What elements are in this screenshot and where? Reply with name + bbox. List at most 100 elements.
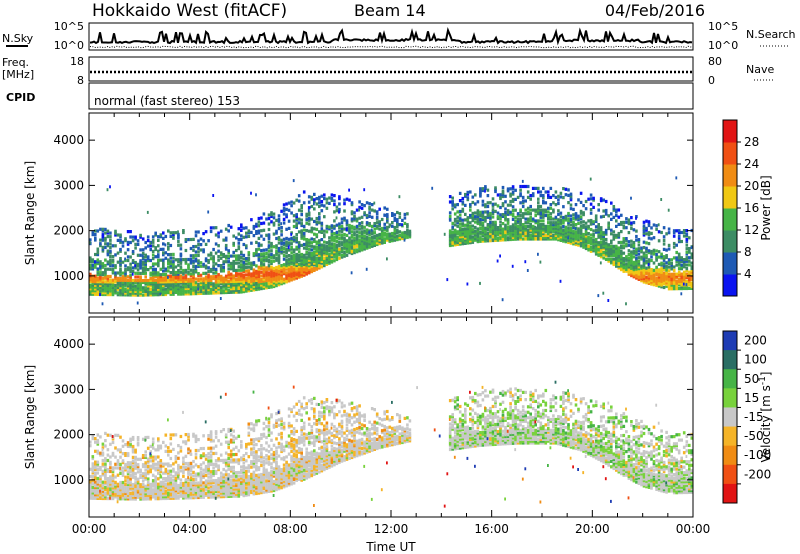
power-cell [287,208,291,212]
power-cell [627,222,631,226]
power-scatter-cell [682,282,685,286]
power-cell [146,239,150,243]
power-cell [224,247,228,251]
power-cell [292,268,296,272]
velocity-cell [134,497,137,501]
power-cell [285,262,288,266]
power-cell [164,267,168,271]
power-cell [539,237,543,241]
power-cell [212,284,215,288]
power-cell [124,264,127,268]
power-cell [662,267,666,271]
power-cell [310,228,314,232]
power-cell [652,272,656,276]
power-cell [647,220,651,224]
velocity-cell [139,495,142,499]
power-cell [255,249,258,254]
power-cell [677,270,681,274]
power-cell [320,200,324,204]
power-cell [131,250,135,254]
power-cell [484,215,487,220]
velocity-cell [131,437,135,441]
power-cell [514,228,517,232]
velocity-cell [126,453,130,458]
power-cell [552,208,555,212]
power-cell [320,229,324,233]
power-cell [109,262,112,266]
power-cell [388,239,392,243]
power-cell [144,280,147,284]
power-colorbar-tick-label: 20 [744,179,759,193]
power-cell [267,240,271,244]
power-scatter-cell [466,282,469,286]
power-cell [159,267,163,271]
velocity-cell [162,491,165,495]
power-cell [315,247,319,251]
power-cell [250,263,253,267]
power-cell [501,194,505,199]
power-cell [635,262,638,266]
power-cell [182,287,185,291]
power-cell [297,266,301,270]
power-cell [458,235,462,239]
power-cell [680,277,683,282]
power-cell [172,281,175,285]
power-cell [453,237,457,241]
power-cell [401,233,404,237]
power-cell [297,250,301,254]
power-cell [368,243,371,247]
power-cell [116,251,120,255]
power-cell [509,227,512,231]
velocity-cell [111,437,115,441]
power-cell [154,282,157,286]
power-cell [456,237,459,241]
power-cell [453,241,457,245]
power-cell [247,285,251,289]
velocity-cell [114,489,117,494]
power-cell [680,274,683,278]
power-cell [267,274,271,279]
power-cell [217,235,220,239]
power-cell [255,251,258,255]
velocity-cell [182,474,185,478]
power-cell [557,198,560,202]
power-cell [330,260,334,264]
power-cell [192,248,195,252]
power-cell [89,283,92,287]
power-cell [511,223,515,227]
power-cell [307,271,311,275]
power-cell [224,287,228,291]
velocity-cell [104,487,107,492]
power-cell [227,263,230,267]
power-cell [265,259,268,263]
power-cell [688,247,691,251]
power-cell [157,235,160,239]
power-cell [509,212,512,216]
power-cell [255,278,258,282]
power-cell [677,229,681,233]
power-cell [292,262,296,267]
power-cell [615,210,618,214]
power-cell [146,291,150,295]
power-cell [504,238,507,242]
velocity-cell [164,491,168,495]
power-cell [620,222,623,226]
velocity-cell [126,444,130,448]
power-cell [240,259,243,263]
velocity-cell [154,480,157,484]
power-cell [292,272,296,276]
power-cell [323,233,326,237]
power-cell [504,234,507,238]
power-cell [393,231,397,235]
power-cell [323,251,326,255]
power-cell [144,260,147,264]
power-cell [464,232,467,236]
power-cell [476,229,480,233]
power-cell [635,269,638,273]
power-cell [192,261,195,265]
power-cell [212,264,215,268]
power-cell [501,214,505,218]
power-cell [466,221,470,225]
power-cell [353,214,356,218]
power-cell [597,226,600,230]
